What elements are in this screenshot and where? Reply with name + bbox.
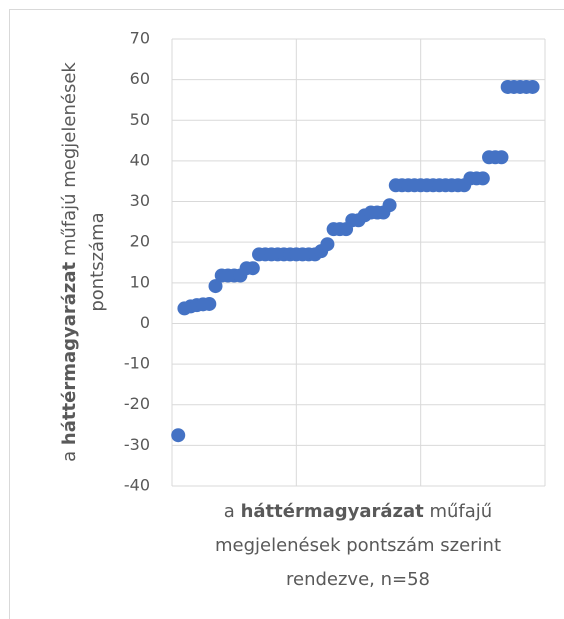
point [171, 428, 186, 443]
axis-label-part: műfajú megjelenések [59, 62, 80, 262]
y-tick-label: 50 [130, 110, 150, 129]
point [382, 198, 397, 213]
axis-label-part: háttérmagyarázat [59, 262, 80, 446]
axis-label-part: pontszáma [87, 212, 108, 311]
y-tick-label: 60 [130, 69, 150, 88]
y-tick-label: 40 [130, 150, 150, 169]
y-tick-label: 70 [130, 29, 150, 48]
axis-label-line: a háttérmagyarázat műfajű [224, 501, 492, 522]
y-tick-label: -10 [124, 354, 150, 373]
axis-label-line: a háttérmagyarázat műfajú megjelenések [59, 62, 80, 462]
point [525, 79, 540, 94]
axis-label: a háttérmagyarázat műfajű megjelenések po… [215, 501, 501, 590]
point [494, 150, 509, 165]
axis-label-part: a [224, 501, 241, 522]
point [202, 296, 217, 311]
axis-label-part: háttérmagyarázat [241, 501, 425, 522]
axis-label-line: rendezve, n=58 [286, 569, 430, 590]
y-tick-label: 20 [130, 232, 150, 251]
axis-label-part: a [59, 445, 80, 462]
point [320, 237, 335, 252]
axis-label-part: műfajű [424, 501, 492, 522]
y-tick-label: 30 [130, 191, 150, 210]
y-tick-label: -30 [124, 435, 150, 454]
axis-label-line: megjelenések pontszám szerint [215, 535, 501, 556]
chart-border [9, 9, 564, 619]
y-tick-label: -40 [124, 476, 150, 495]
point [475, 171, 490, 186]
y-tick-label: 0 [140, 313, 150, 332]
y-tick-label: -20 [124, 394, 150, 413]
axis-label: a háttérmagyarázat műfajú megjelenések po… [59, 62, 108, 462]
axis-label-part: megjelenések pontszám szerint [215, 535, 501, 556]
point [208, 279, 223, 294]
axis-label-line: pontszáma [87, 212, 108, 311]
axis-label-part: rendezve, n=58 [286, 569, 430, 590]
point [245, 261, 260, 276]
y-tick-label: 10 [130, 272, 150, 291]
